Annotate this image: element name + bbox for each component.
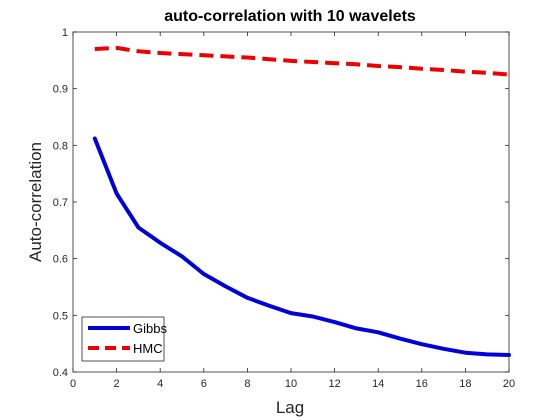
x-tick-label: 4 xyxy=(157,378,163,390)
legend: Gibbs HMC xyxy=(81,316,167,362)
x-tick-label: 12 xyxy=(328,378,340,390)
x-tick-label: 14 xyxy=(372,378,384,390)
x-tick-label: 6 xyxy=(201,378,207,390)
series-line-gibbs xyxy=(92,136,511,357)
axis-ticks: 0 2 4 6 8 10 12 14 16 18 20 0.4 0.5 0.6 0.7 0.8 0.9 1 xyxy=(53,27,515,390)
y-tick-label: 0.7 xyxy=(53,197,68,209)
y-tick-label: 0.6 xyxy=(53,254,68,266)
y-tick-label: 0.9 xyxy=(53,84,68,96)
y-tick-label: 0.4 xyxy=(53,367,68,379)
legend-box xyxy=(81,316,165,362)
legend-label-hmc: HMC xyxy=(133,341,163,356)
chart-title: auto-correlation with 10 wavelets xyxy=(164,8,416,25)
y-tick-label: 1 xyxy=(62,27,68,39)
x-tick-label: 0 xyxy=(70,378,76,390)
y-tick-label: 0.5 xyxy=(53,310,68,322)
x-tick-label: 2 xyxy=(114,378,120,390)
x-tick-label: 10 xyxy=(285,378,297,390)
y-axis-label: Auto-correlation xyxy=(26,142,45,262)
x-tick-label: 8 xyxy=(244,378,250,390)
y-tick-label: 0.8 xyxy=(53,140,68,152)
series-line-hmc xyxy=(94,45,510,77)
legend-label-gibbs: Gibbs xyxy=(133,321,167,336)
x-axis-label: Lag xyxy=(276,398,304,417)
series-layer xyxy=(92,45,511,357)
x-tick-label: 16 xyxy=(416,378,428,390)
x-tick-label: 18 xyxy=(459,378,471,390)
plot-area xyxy=(72,31,510,373)
x-tick-label: 20 xyxy=(503,378,515,390)
